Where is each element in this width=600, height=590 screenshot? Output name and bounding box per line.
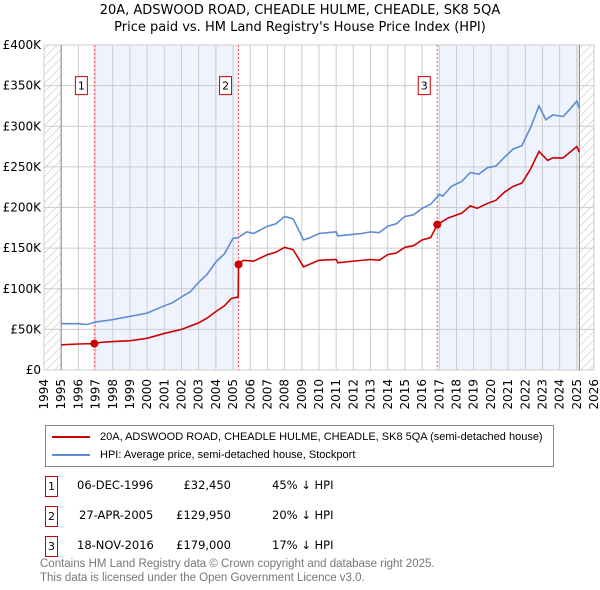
x-tick-label: 2007 (260, 379, 274, 410)
x-tick-label: 1997 (89, 379, 103, 410)
y-tick-label: £400K (3, 38, 43, 52)
sale-row: 2 27-APR-2005 £129,950 20% ↓ HPI (45, 506, 445, 528)
x-tick-label: 2012 (346, 379, 360, 410)
x-tick-label: 1996 (71, 379, 85, 410)
legend: 20A, ADSWOOD ROAD, CHEADLE HULME, CHEADL… (45, 425, 554, 467)
x-tick-label: 2008 (278, 379, 292, 410)
x-tick-label: 2021 (501, 379, 515, 410)
sale-hpi: 45% ↓ HPI (272, 478, 334, 492)
legend-blue-line (52, 454, 90, 456)
x-tick-label: 2013 (364, 379, 378, 410)
y-tick-label: £350K (3, 79, 43, 93)
x-tick-label: 2023 (535, 379, 549, 410)
sale-point (234, 260, 243, 269)
sale-label-box (417, 76, 431, 96)
sale-date: 27-APR-2005 (79, 508, 154, 522)
y-tick-label: £300K (3, 119, 43, 133)
sale-row: 1 06-DEC-1996 £32,450 45% ↓ HPI (45, 476, 445, 498)
sale-date: 06-DEC-1996 (77, 478, 154, 492)
sale-label: 1 (78, 80, 85, 93)
chart-title: 20A, ADSWOOD ROAD, CHEADLE HULME, CHEADL… (99, 3, 501, 18)
sale-hpi: 17% ↓ HPI (272, 538, 334, 552)
sale-marker-badge: 3 (45, 536, 58, 557)
x-tick-label: 2014 (381, 379, 395, 410)
legend-label-hpi: HPI: Average price, semi-detached house,… (100, 449, 356, 461)
x-tick-label: 2000 (140, 379, 154, 410)
y-tick-label: £100K (3, 282, 43, 296)
sale-marker-badge: 2 (45, 506, 58, 527)
x-tick-label: 1994 (37, 379, 51, 410)
x-tick-label: 1998 (106, 379, 120, 410)
x-tick-label: 2003 (192, 379, 206, 410)
sale-price: £129,950 (176, 508, 231, 522)
y-tick-label: £0 (26, 363, 41, 377)
sale-price: £32,450 (183, 478, 231, 492)
sale-label: 3 (421, 80, 428, 93)
sale-label-box (74, 76, 88, 96)
x-tick-label: 2015 (398, 379, 412, 410)
x-tick-label: 2024 (553, 379, 567, 410)
y-tick-label: £50K (10, 322, 42, 336)
chart-subtitle: Price paid vs. HM Land Registry's House … (114, 20, 486, 35)
sale-hpi: 20% ↓ HPI (272, 508, 334, 522)
sale-date: 18-NOV-2016 (77, 538, 154, 552)
x-tick-label: 2022 (518, 379, 532, 410)
x-tick-label: 2009 (295, 379, 309, 410)
x-tick-label: 2011 (329, 379, 343, 410)
x-tick-label: 2026 (587, 379, 600, 410)
x-tick-label: 2006 (243, 379, 257, 410)
y-tick-label: £200K (3, 201, 43, 215)
hpi-line (61, 99, 581, 326)
sale-label: 2 (222, 80, 229, 93)
x-tick-label: 2010 (312, 379, 326, 410)
legend-label-price-paid: 20A, ADSWOOD ROAD, CHEADLE HULME, CHEADL… (100, 431, 543, 443)
x-tick-label: 2017 (432, 379, 446, 410)
x-tick-label: 2020 (484, 379, 498, 410)
x-tick-label: 2002 (175, 379, 189, 410)
y-tick-label: £250K (3, 160, 43, 174)
price-paid-line (61, 145, 581, 346)
sale-price: £179,000 (176, 538, 231, 552)
footer-licence: This data is licensed under the Open Gov… (40, 572, 365, 584)
chart: 1994 1995 1996 1997 1998 1999 2000 2001 2002 2003… (3, 38, 600, 410)
legend-red-line (52, 436, 90, 438)
x-tick-label: 1999 (123, 379, 137, 410)
x-tick-label: 2018 (450, 379, 464, 410)
x-tick-label: 2004 (209, 379, 223, 410)
x-tick-label: 2001 (157, 379, 171, 410)
sale-label-box (219, 76, 233, 96)
sale-point (90, 339, 99, 348)
x-tick-label: 2025 (570, 379, 584, 410)
x-tick-label: 2005 (226, 379, 240, 410)
sale-point (433, 220, 442, 229)
sale-row: 3 18-NOV-2016 £179,000 17% ↓ HPI (45, 536, 445, 558)
x-tick-label: 1995 (54, 379, 68, 410)
footer-copyright: Contains HM Land Registry data © Crown c… (40, 558, 435, 570)
y-tick-label: £150K (3, 241, 43, 255)
footer: Contains HM Land Registry data © Crown c… (40, 557, 435, 585)
sale-marker-badge: 1 (45, 476, 58, 497)
x-tick-label: 2019 (467, 379, 481, 410)
x-tick-label: 2016 (415, 379, 429, 410)
